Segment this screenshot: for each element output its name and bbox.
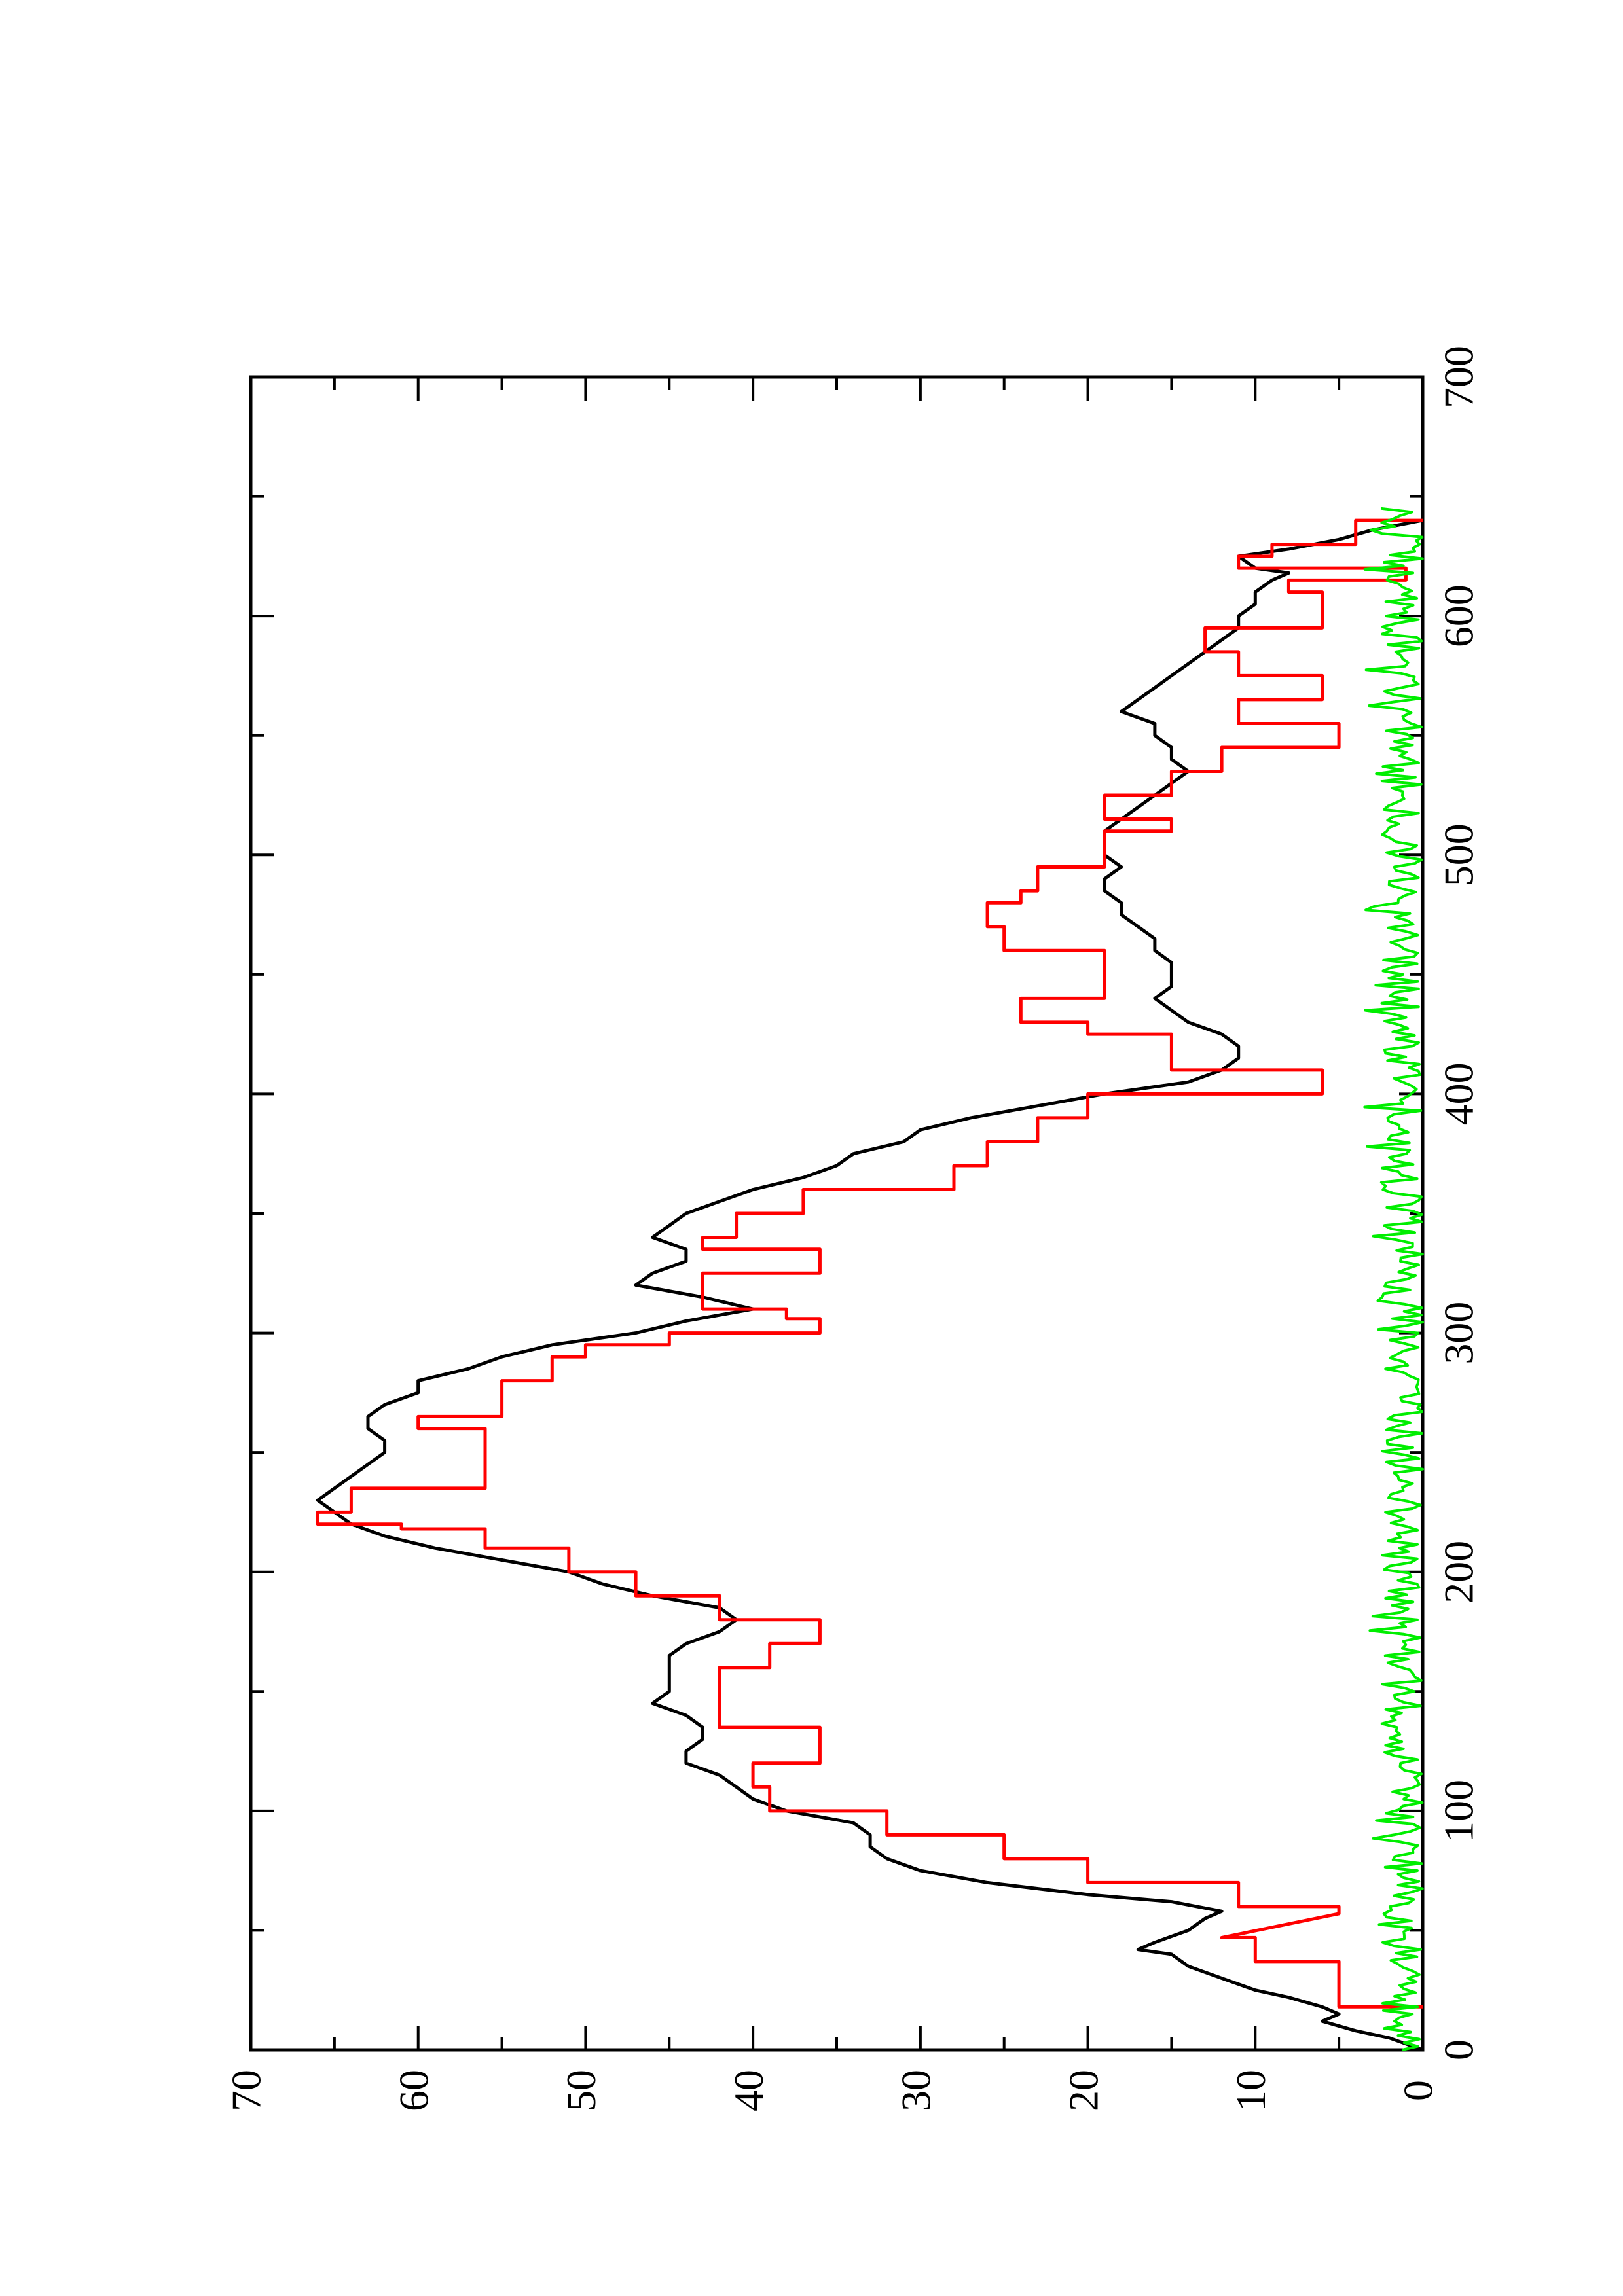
- y-tick-label: 70: [223, 2070, 270, 2111]
- y-tick-label: 10: [1228, 2070, 1274, 2111]
- series-line-1: [316, 518, 1423, 2052]
- x-tick-label: 600: [1436, 584, 1482, 647]
- y-tick-label: 50: [558, 2070, 604, 2111]
- x-tick-label: 100: [1436, 1780, 1482, 1842]
- series-line-2: [316, 518, 1423, 2009]
- x-tick-label: 500: [1436, 823, 1482, 886]
- series-line-3: [1363, 507, 1424, 2051]
- y-tick-label: 60: [390, 2070, 437, 2111]
- x-tick-label: 0: [1436, 2039, 1482, 2060]
- x-tick-label: 700: [1436, 346, 1482, 408]
- y-tick-label: 0: [1395, 2080, 1442, 2101]
- x-tick-label: 200: [1436, 1541, 1482, 1604]
- series-group: [316, 507, 1424, 2052]
- tick-labels: 0 100 200 300 400 500 600 700 0 10 20 30 40 50 60 70: [223, 346, 1482, 2111]
- x-tick-label: 400: [1436, 1062, 1482, 1125]
- y-tick-label: 40: [725, 2070, 772, 2111]
- x-tick-label: 300: [1436, 1302, 1482, 1365]
- y-tick-label: 30: [893, 2070, 939, 2111]
- y-tick-label: 20: [1060, 2070, 1106, 2111]
